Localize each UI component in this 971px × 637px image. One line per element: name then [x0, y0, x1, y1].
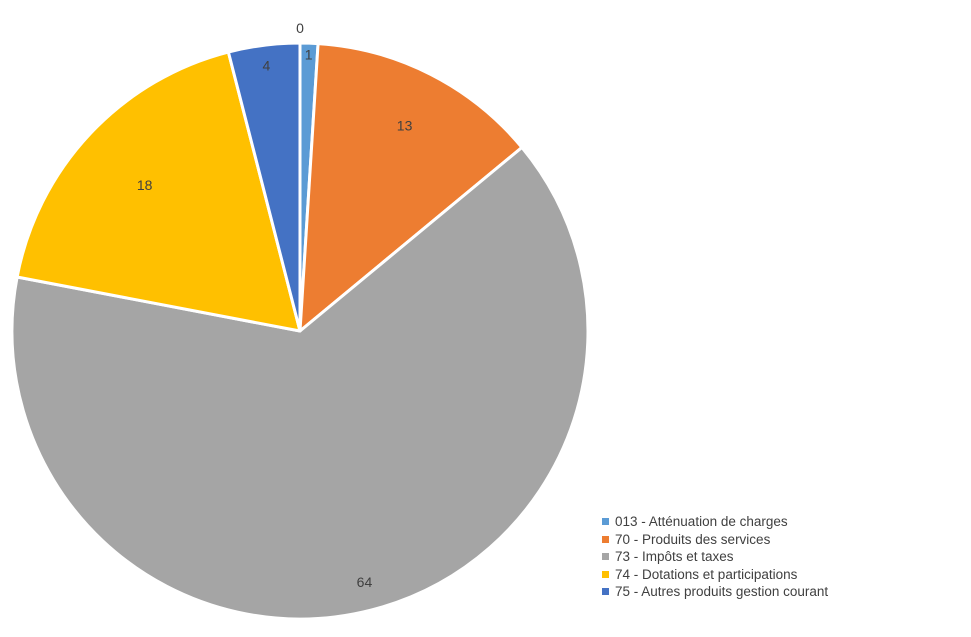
legend-label: 013 - Atténuation de charges [615, 514, 788, 530]
pie-data-label: 18 [137, 177, 153, 193]
pie-slice [298, 42, 524, 333]
legend-item: 74 - Dotations et participations [602, 566, 828, 584]
legend-swatch [602, 518, 609, 526]
legend-label: 70 - Produits des services [615, 531, 771, 547]
pie-data-label: 0 [296, 20, 304, 36]
legend-label: 74 - Dotations et participations [615, 566, 798, 582]
legend-label: 75 - Autres produits gestion courant [615, 584, 829, 600]
legend-item: 70 - Produits des services [602, 531, 828, 549]
legend-item: 013 - Atténuation de charges [602, 513, 828, 531]
legend-swatch [602, 570, 609, 578]
pie-data-labels: 1 13 64 18 4 0 [137, 20, 413, 590]
legend-swatch [602, 535, 609, 543]
legend-item: 75 - Autres produits gestion courant [602, 583, 828, 601]
legend: 013 - Atténuation de charges 70 - Produi… [602, 513, 828, 601]
pie-data-label: 13 [397, 118, 413, 134]
pie-slice [15, 50, 302, 333]
pie-slice [226, 41, 302, 333]
pie-slice [10, 145, 590, 621]
legend-label: 73 - Impôts et taxes [615, 549, 734, 565]
pie-slices [10, 41, 590, 621]
pie-data-label: 1 [305, 47, 313, 63]
legend-swatch [602, 588, 609, 596]
pie-data-label: 4 [263, 57, 271, 73]
pie-data-label: 64 [357, 574, 373, 590]
legend-item: 73 - Impôts et taxes [602, 548, 828, 566]
legend-swatch [602, 553, 609, 561]
